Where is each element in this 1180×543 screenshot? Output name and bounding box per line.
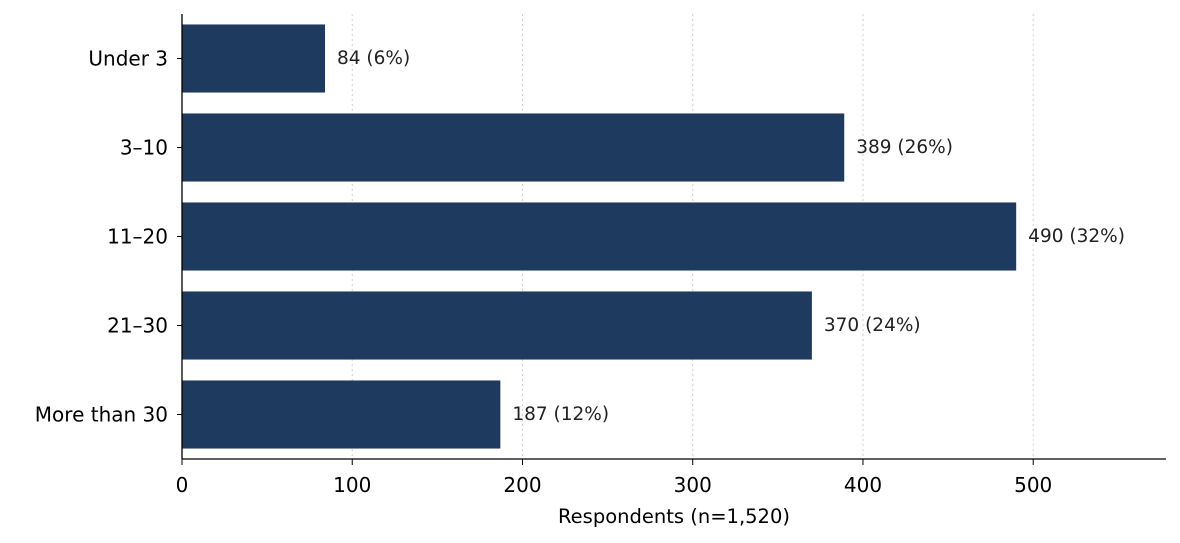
bar-value-label: 370 (24%) (824, 315, 921, 336)
bar-layer (182, 24, 1017, 449)
x-tick-label: 100 (333, 473, 371, 497)
y-tick-label: Under 3 (88, 47, 168, 71)
label-layer: Under 3 84 (6%) 3–10 389 (26%) 11–20 490 (32%… (35, 47, 1125, 498)
x-tick-label: 400 (844, 473, 882, 497)
x-tick-label: 200 (503, 473, 541, 497)
bar (182, 380, 501, 449)
bar (182, 291, 812, 360)
y-tick-label: 11–20 (107, 225, 168, 249)
bar (182, 113, 845, 182)
x-tick-label: 0 (176, 473, 189, 497)
bar-value-label: 187 (12%) (512, 404, 609, 425)
y-tick-label: More than 30 (35, 403, 168, 427)
axis-layer (177, 14, 1166, 465)
x-tick-label: 300 (674, 473, 712, 497)
x-axis-title: Respondents (n=1,520) (558, 505, 790, 528)
bar (182, 24, 326, 93)
bar (182, 202, 1017, 271)
y-tick-label: 21–30 (107, 314, 168, 338)
y-tick-label: 3–10 (120, 136, 168, 160)
bar-value-label: 490 (32%) (1028, 226, 1125, 247)
x-tick-label: 500 (1014, 473, 1052, 497)
bar-value-label: 84 (6%) (337, 48, 410, 69)
bar-value-label: 389 (26%) (856, 137, 953, 158)
